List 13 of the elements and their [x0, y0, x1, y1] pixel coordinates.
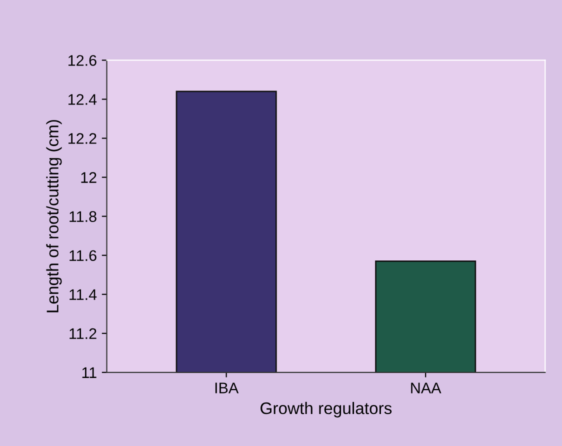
y-tick-label: 12.2 [68, 133, 96, 144]
y-tick-label: 11 [82, 367, 96, 378]
x-axis-title: Growth regulators [260, 402, 392, 418]
y-tick-label: 11.6 [70, 250, 96, 262]
y-tick-label: 11.8 [70, 211, 96, 222]
x-tick-label: IBA [215, 382, 239, 394]
y-tick-label: 12 [81, 172, 96, 183]
x-tick-label: NAA [411, 382, 442, 394]
y-tick-label: 12.6 [68, 55, 96, 66]
y-tick-label: 11.2 [70, 328, 96, 339]
y-axis-title: Length of root/cutting (cm) [46, 120, 62, 312]
y-tick-label: 12.4 [68, 94, 97, 105]
y-tick-label: 11.4 [70, 289, 97, 300]
